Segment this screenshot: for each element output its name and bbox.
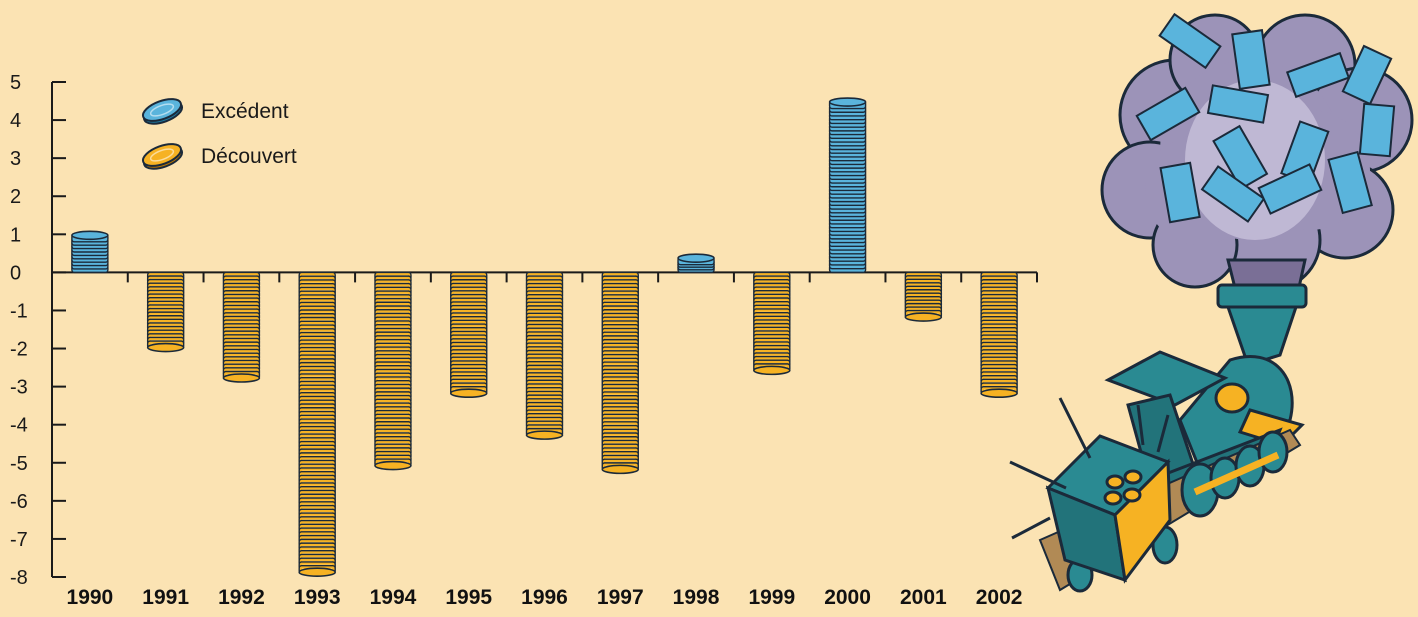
legend-item-surplus: Excédent [141,98,289,125]
x-tick-label: 2001 [900,586,947,609]
x-tick-label: 1992 [218,586,265,609]
legend-label-surplus: Excédent [201,100,289,123]
y-tick-label: -6 [10,491,28,513]
coal-tender [1045,434,1172,584]
x-tick-label: 1996 [521,586,568,609]
y-tick-label: -2 [10,339,28,361]
x-tick-label: 1991 [142,586,189,609]
y-tick-label: 4 [10,110,21,132]
y-tick-label: 0 [10,262,21,284]
x-tick-label: 1990 [67,586,114,609]
x-tick-label: 1994 [370,586,417,609]
chart-legend: Excédent Découvert [141,98,297,170]
bar-1993 [298,271,336,577]
bar-1998 [677,253,715,274]
x-tick-label: 1999 [748,586,795,609]
bar-1994 [374,271,412,471]
bar-1990 [71,230,109,274]
bar-2001 [904,271,943,322]
y-tick-label: -5 [10,453,28,475]
y-tick-label: -7 [10,529,28,551]
y-tick-label: 1 [10,224,21,246]
x-tick-label: 1998 [673,586,720,609]
bar-1999 [753,271,791,376]
x-tick-label: 1993 [294,586,341,609]
steam-locomotive-money-smoke-icon [1009,12,1414,593]
bar-1997 [601,271,640,475]
bar-1992 [222,271,261,383]
legend-label-deficit: Découvert [201,145,297,168]
x-tick-label: 2000 [824,586,871,609]
x-tick-label: 2002 [976,586,1023,609]
y-tick-label: 5 [10,72,21,94]
bar-1991 [146,271,185,353]
y-tick-label: -1 [10,300,28,322]
y-tick-label: -8 [10,567,28,589]
bar-2002 [980,271,1018,399]
legend-swatch-surplus [141,98,184,125]
y-tick-label: -4 [10,415,28,437]
bar-1996 [525,271,564,440]
bar-1995 [449,271,488,399]
bar-2000 [828,97,867,274]
x-tick-label: 1995 [445,586,492,609]
y-tick-label: 2 [10,186,21,208]
legend-swatch-deficit [141,143,184,170]
chart-axes: 5 4 3 2 1 0 -1 -2 -3 -4 -5 -6 -7 -8 1990 1991 1992 1993 19… [10,72,1038,609]
locomotive-chimney [1216,283,1308,367]
legend-item-deficit: Découvert [141,143,297,170]
y-tick-label: -3 [10,377,28,399]
banknote-icons [1135,12,1396,224]
y-tick-label: 3 [10,148,21,170]
x-tick-label: 1997 [597,586,644,609]
chart-bars [71,97,1018,577]
